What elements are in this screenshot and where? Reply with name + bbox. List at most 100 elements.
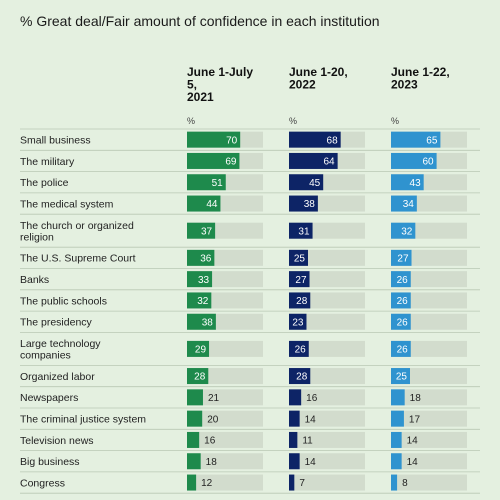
bar <box>289 453 300 470</box>
bar-track <box>187 453 263 470</box>
bar <box>391 222 416 239</box>
bar <box>187 474 197 491</box>
data-label: 14 <box>407 457 419 468</box>
row-12: The criminal justice system 20 14 17 <box>20 407 480 427</box>
bar <box>391 195 417 212</box>
row-9: Large technology companies 29 26 26 <box>20 331 480 361</box>
row-label: Newspapers <box>20 392 78 404</box>
row-4: The church or organized religion 37 31 32 <box>20 213 480 244</box>
bar <box>289 313 307 330</box>
bar <box>289 292 311 309</box>
data-label: 26 <box>397 317 409 328</box>
row-label: Small business <box>20 134 91 146</box>
data-label: 12 <box>201 478 213 489</box>
bar <box>391 453 402 470</box>
data-label: 16 <box>306 393 318 404</box>
data-label: 38 <box>304 199 316 210</box>
data-label: 7 <box>299 478 305 489</box>
bar <box>289 249 308 266</box>
data-label: 14 <box>407 436 419 447</box>
bar <box>289 410 300 427</box>
unit-label-2: % <box>391 116 399 126</box>
row-label: Banks <box>20 274 49 286</box>
data-label: 31 <box>298 226 310 237</box>
unit-label-1: % <box>289 116 297 126</box>
bar <box>289 222 313 239</box>
row-2: The police 51 45 43 <box>20 171 480 191</box>
bar-track <box>187 389 263 406</box>
data-label: 29 <box>195 345 207 356</box>
data-label: 11 <box>302 436 313 447</box>
bar <box>187 368 209 385</box>
data-label: 18 <box>410 393 422 404</box>
bar <box>187 271 213 288</box>
data-label: 69 <box>225 157 237 168</box>
data-label: 38 <box>202 317 214 328</box>
data-label: 28 <box>194 372 206 383</box>
data-label: 26 <box>397 275 409 286</box>
row-label: The public schools <box>20 295 107 307</box>
data-label: 26 <box>397 296 409 307</box>
bar <box>391 368 410 385</box>
bar-track <box>289 389 365 406</box>
bar <box>187 249 215 266</box>
row-10: Organized labor 28 28 25 <box>20 364 480 385</box>
bar <box>391 271 411 288</box>
unit-label-0: % <box>187 116 195 126</box>
bar <box>289 431 298 448</box>
bar <box>289 271 310 288</box>
bar-track <box>289 410 365 427</box>
bar <box>391 292 411 309</box>
data-label: 36 <box>200 253 212 264</box>
row-label: Big business <box>20 456 80 468</box>
data-label: 25 <box>396 372 408 383</box>
bar-track <box>391 474 467 491</box>
bar-track <box>187 410 263 427</box>
bar <box>187 174 226 191</box>
bar <box>187 431 200 448</box>
row-label: The U.S. Supreme Court <box>20 253 136 265</box>
row-14: Big business 18 14 14 <box>20 450 480 470</box>
row-8: The presidency 38 23 26 <box>20 310 480 330</box>
data-label: 34 <box>403 199 415 210</box>
data-label: 28 <box>296 372 308 383</box>
bar <box>391 431 402 448</box>
data-label: 23 <box>292 317 304 328</box>
bar-track <box>391 410 467 427</box>
data-label: 17 <box>409 414 421 425</box>
bar <box>289 389 302 406</box>
bar <box>289 340 309 357</box>
bar <box>391 152 437 169</box>
bar-track <box>289 313 365 330</box>
bar-track <box>289 453 365 470</box>
data-label: 21 <box>208 393 220 404</box>
bar <box>391 131 441 148</box>
row-1: The military 69 64 60 <box>20 149 480 169</box>
bar <box>391 313 411 330</box>
bar <box>187 195 221 212</box>
data-label: 16 <box>204 436 216 447</box>
bar-track <box>289 431 365 448</box>
bar <box>187 389 203 406</box>
bar <box>187 410 203 427</box>
bar-track <box>289 474 365 491</box>
bar <box>289 195 318 212</box>
bar <box>289 474 295 491</box>
bar <box>289 131 341 148</box>
column-header-1: June 1-20, 2022 <box>289 65 348 92</box>
column-header-2: June 1-22, 2023 <box>391 65 450 92</box>
data-label: 8 <box>402 478 408 489</box>
data-label: 32 <box>401 226 413 237</box>
row-label: The criminal justice system <box>20 413 146 425</box>
row-label: The church or organized religion <box>20 220 134 244</box>
bar <box>187 131 241 148</box>
data-label: 44 <box>206 199 218 210</box>
bar <box>289 174 324 191</box>
data-label: 26 <box>397 345 409 356</box>
bar <box>289 368 311 385</box>
data-label: 27 <box>397 253 409 264</box>
bar-track <box>391 453 467 470</box>
data-label: 14 <box>305 414 317 425</box>
data-label: 37 <box>201 226 213 237</box>
